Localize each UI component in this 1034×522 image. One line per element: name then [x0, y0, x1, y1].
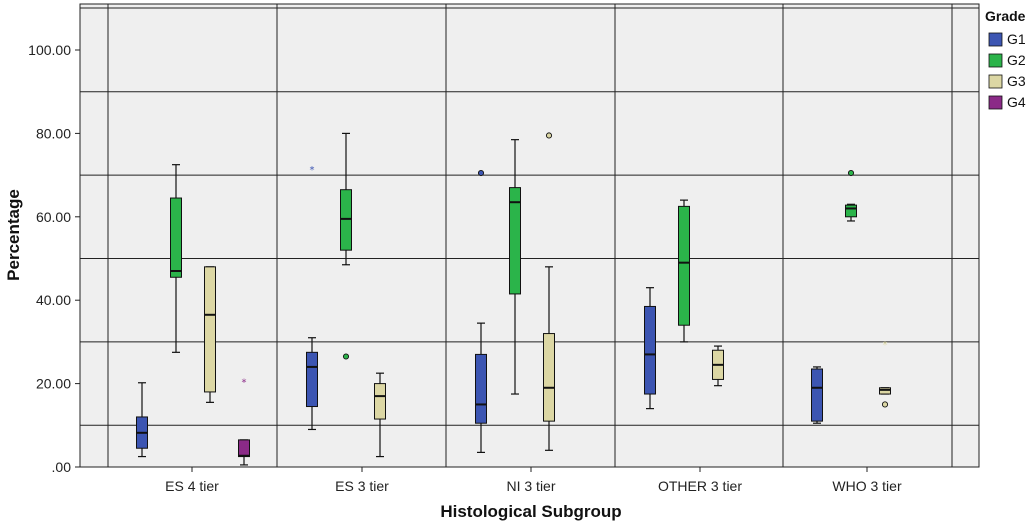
- x-tick-label: OTHER 3 tier: [658, 478, 742, 494]
- box-body: [509, 187, 521, 295]
- legend-swatch-g2: [988, 53, 1003, 68]
- outlier-point: [847, 169, 855, 177]
- legend-swatch-g3: [988, 74, 1003, 89]
- legend: Grade G1 G2 G3 G4: [985, 8, 1026, 110]
- extreme-outlier-point: *: [310, 165, 315, 176]
- box-g1-ni-3-tier: [475, 169, 487, 454]
- box-g3-other-3-tier: [712, 345, 724, 387]
- outlier-point: [881, 401, 889, 408]
- box-g2-who-3-tier: [845, 169, 857, 222]
- box-body: [374, 383, 386, 420]
- y-tick-label: 60.00: [36, 209, 71, 225]
- grid: [79, 3, 980, 468]
- box-g2-es-4-tier: [170, 164, 182, 353]
- box-body: [238, 439, 250, 458]
- box-g2-ni-3-tier: [509, 139, 521, 395]
- box-body: [543, 333, 555, 422]
- box-g1-other-3-tier: [644, 287, 656, 410]
- box-body: [845, 204, 857, 218]
- legend-label-g4: G4: [1007, 94, 1026, 110]
- box-g3-ni-3-tier: [543, 132, 555, 451]
- legend-title: Grade: [985, 8, 1026, 24]
- x-axis-label: Histological Subgroup: [440, 502, 621, 521]
- box-body: [306, 351, 318, 408]
- outlier-point: [342, 353, 350, 360]
- plot-frame: [79, 3, 980, 468]
- y-tick-label: 100.00: [28, 42, 71, 58]
- legend-label-g3: G3: [1007, 73, 1026, 89]
- legend-swatch-g1: [988, 32, 1003, 47]
- y-tick-label: 20.00: [36, 376, 71, 392]
- box-g1-es-4-tier: [136, 382, 148, 458]
- box-g3-es-4-tier: [204, 266, 216, 403]
- extreme-outlier-point: *: [242, 378, 247, 389]
- x-tick-label: ES 4 tier: [165, 478, 219, 494]
- box-body: [811, 368, 823, 422]
- y-tick-label: 80.00: [36, 125, 71, 141]
- x-tick-label: ES 3 tier: [335, 478, 389, 494]
- legend-label-g2: G2: [1007, 52, 1026, 68]
- box-body: [170, 197, 182, 278]
- box-g1-who-3-tier: [811, 366, 823, 424]
- y-tick-label: 40.00: [36, 292, 71, 308]
- x-tick-label: NI 3 tier: [506, 478, 555, 494]
- plot-marks: * * *: [136, 132, 891, 466]
- x-tick-label: WHO 3 tier: [832, 478, 902, 494]
- axes: .00 20.00 40.00 60.00 80.00 100.00 ES 4 tier ES…: [28, 42, 902, 494]
- y-axis-label: Percentage: [4, 189, 23, 281]
- box-g2-other-3-tier: [678, 199, 690, 343]
- box-body: [340, 189, 352, 251]
- legend-swatch-g4: [988, 95, 1003, 110]
- outlier-point: [477, 169, 485, 177]
- box-body: [644, 305, 656, 395]
- plot-background: [80, 4, 979, 467]
- y-tick-label: .00: [52, 459, 72, 475]
- box-g3-who-3-tier: *: [879, 340, 891, 408]
- extreme-outlier-point: *: [883, 340, 888, 351]
- box-g4-es-4-tier: *: [238, 378, 250, 466]
- box-g1-es-3-tier: *: [306, 165, 318, 431]
- box-body: [204, 266, 216, 393]
- box-body: [879, 387, 891, 395]
- box-g2-es-3-tier: [340, 132, 352, 360]
- box-body: [475, 353, 487, 424]
- box-body: [678, 205, 690, 326]
- legend-label-g1: G1: [1007, 31, 1026, 47]
- box-g3-es-3-tier: [374, 372, 386, 458]
- outlier-point: [545, 132, 553, 139]
